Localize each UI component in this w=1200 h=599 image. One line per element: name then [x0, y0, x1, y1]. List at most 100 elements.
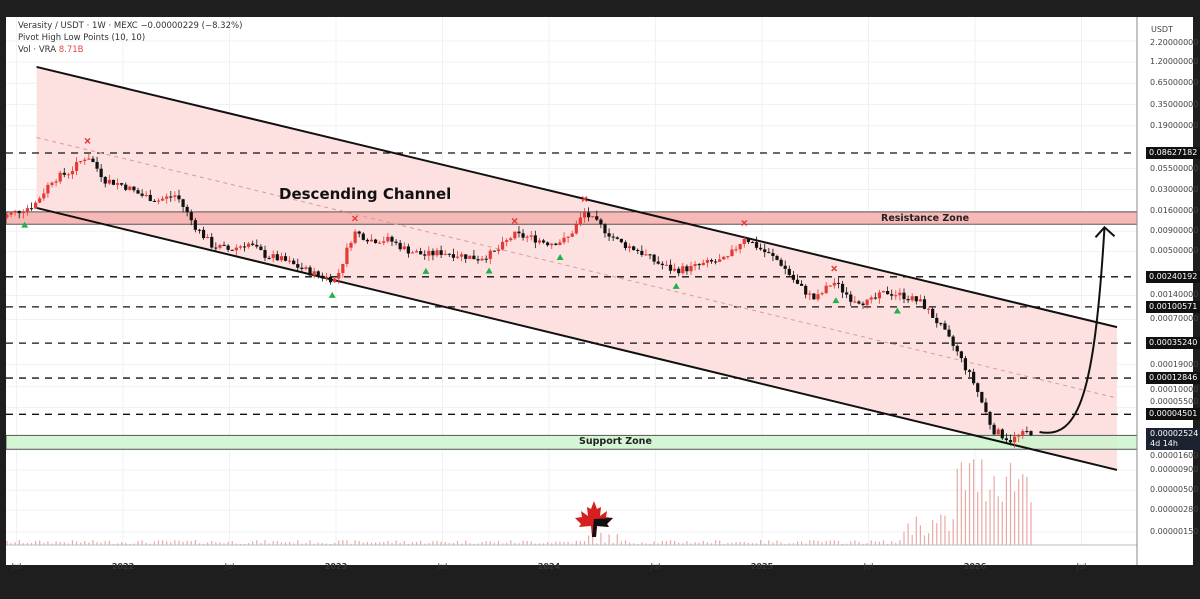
candle-up [537, 240, 542, 243]
candle-down [226, 245, 230, 250]
candle-up [271, 254, 275, 258]
volume-bar [932, 520, 934, 545]
volume-bar [415, 542, 418, 545]
candle-down [365, 239, 370, 242]
candle-up [578, 217, 583, 225]
candle-up [570, 233, 574, 237]
candle-down [599, 219, 603, 225]
candle-up [894, 295, 898, 297]
price-tick-label: 1.20000000 [1150, 57, 1199, 66]
time-tick-label: Jul [650, 562, 661, 571]
candle-up [369, 239, 374, 242]
volume-bar [506, 542, 508, 545]
volume-bar [968, 463, 971, 545]
candle-down [959, 351, 963, 359]
candle-up [865, 299, 869, 306]
volume-bar [473, 543, 475, 545]
volume-bar [493, 542, 495, 545]
candle-down [140, 193, 144, 196]
candle-up [443, 253, 447, 255]
volume-bar [694, 542, 696, 545]
candle-up [38, 198, 42, 203]
volume-bar [293, 543, 295, 545]
volume-bar [428, 543, 430, 545]
candle-down [656, 261, 660, 264]
candle-down [840, 283, 845, 293]
price-tick-label: 0.00140000 [1150, 289, 1199, 299]
candle-up [926, 308, 931, 310]
volume-bar [235, 543, 237, 545]
maple-leaf-logo [575, 501, 613, 537]
candle-down [230, 249, 234, 251]
candle-down [419, 251, 423, 255]
volume-bar [702, 540, 704, 545]
candle-down [124, 184, 128, 190]
candle-down [275, 254, 279, 261]
symbol-legend[interactable]: Verasity / USDT · 1W · MEXC −0.00000229 … [18, 21, 242, 32]
candle-up [455, 256, 460, 258]
volume-bar [358, 541, 360, 545]
volume-bar [805, 543, 807, 545]
volume-bar [887, 543, 889, 545]
candle-up [378, 242, 382, 244]
candle-down [935, 317, 939, 324]
volume-bar [764, 543, 766, 545]
candle-down [554, 243, 558, 246]
candle-up [550, 243, 554, 246]
volume-legend[interactable]: Vol · VRA 8.71B [18, 45, 83, 56]
volume-bar [567, 541, 569, 545]
candle-down [972, 371, 976, 384]
candle-down [677, 268, 681, 274]
volume-bar [75, 541, 78, 545]
time-tick-label: 2022 [111, 562, 135, 571]
candle-down [873, 297, 877, 299]
candle-up [701, 262, 705, 266]
candle-down [361, 233, 365, 240]
volume-bar [522, 540, 524, 545]
candle-down [148, 194, 152, 201]
volume-bar [944, 515, 946, 545]
volume-bar [80, 542, 82, 545]
volume-bar [342, 540, 344, 545]
candle-up [21, 211, 25, 214]
price-unit: USDT [1151, 25, 1173, 34]
volume-bar [919, 525, 921, 545]
volume-bar [309, 540, 311, 545]
candle-down [648, 254, 652, 256]
volume-bar [301, 543, 303, 545]
candle-down [619, 238, 623, 243]
volume-bar [747, 542, 749, 545]
candle-up [324, 276, 329, 279]
candle-up [496, 249, 501, 252]
volume-label: Vol · VRA [18, 45, 57, 55]
candle-up [808, 293, 812, 295]
volume-bar [542, 543, 545, 545]
volume-bar [977, 491, 979, 545]
candle-up [128, 186, 132, 190]
price-tick-label: 0.00500000 [1150, 246, 1199, 256]
volume-bar [186, 540, 188, 545]
volume-bar [116, 543, 119, 545]
candle-up [87, 158, 91, 160]
channel-fill [36, 66, 1117, 470]
candle-down [660, 263, 664, 266]
channel-median-line [36, 137, 1118, 399]
candle-up [738, 243, 742, 250]
price-chart[interactable] [6, 17, 1193, 565]
price-tick-label: 0.03000000 [1150, 184, 1199, 194]
volume-bar [534, 543, 536, 545]
volume-bar [59, 542, 61, 545]
pivot-low-marker [21, 221, 29, 228]
volume-bar [772, 542, 774, 545]
candle-down [111, 179, 116, 185]
price-tick-label: 0.00005500 [1150, 397, 1199, 407]
candle-down [1004, 438, 1009, 441]
volume-bar [399, 543, 401, 545]
time-tick-label: 2025 [750, 562, 774, 571]
candle-down [783, 265, 787, 269]
indicator-legend[interactable]: Pivot High Low Points (10, 10) [18, 33, 146, 43]
volume-bar [272, 541, 274, 545]
candle-up [918, 299, 922, 302]
candle-up [734, 249, 738, 251]
volume-bar [952, 519, 954, 545]
